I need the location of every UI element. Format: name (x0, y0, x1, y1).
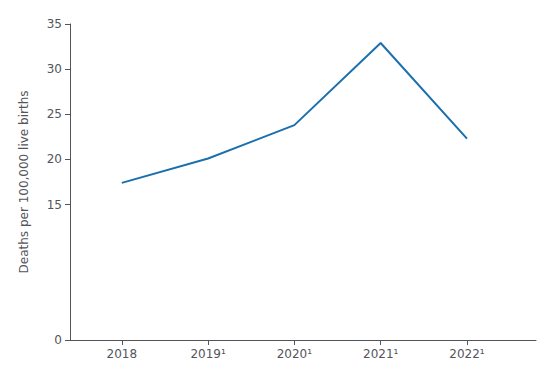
svg-text:35: 35 (47, 17, 62, 31)
svg-text:0: 0 (54, 333, 62, 347)
svg-text:2019¹: 2019¹ (190, 347, 226, 361)
svg-text:20: 20 (47, 152, 62, 166)
svg-text:2021¹: 2021¹ (363, 347, 399, 361)
svg-text:2020¹: 2020¹ (277, 347, 313, 361)
svg-text:2022¹: 2022¹ (449, 347, 485, 361)
svg-text:2018: 2018 (107, 347, 138, 361)
svg-text:30: 30 (47, 62, 62, 76)
svg-text:25: 25 (47, 107, 62, 121)
svg-text:Deaths per 100,000 live births: Deaths per 100,000 live births (17, 91, 31, 274)
svg-text:15: 15 (47, 198, 62, 212)
